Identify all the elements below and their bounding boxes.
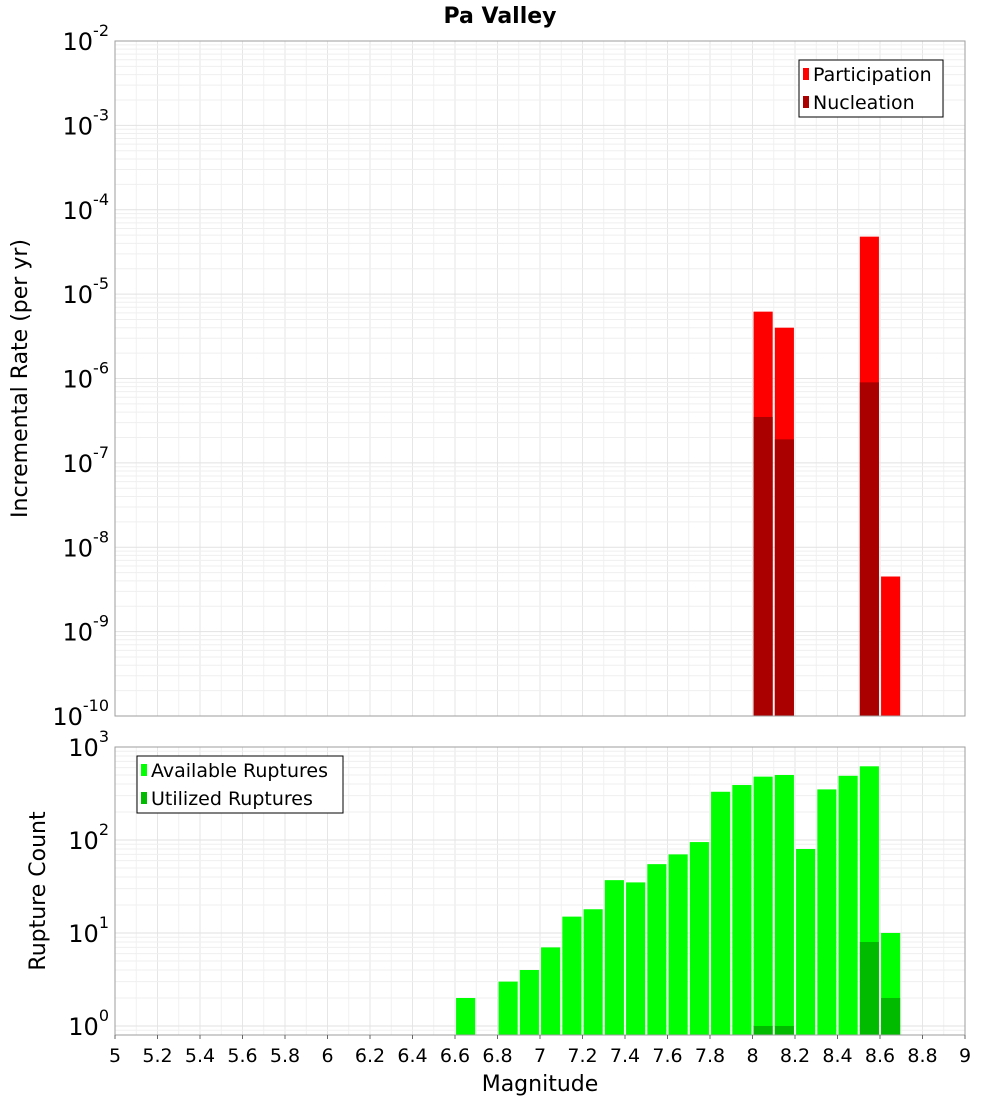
chart-title: Pa Valley — [443, 4, 556, 29]
bottom-y-axis-label: Rupture Count — [26, 811, 51, 971]
bottom-x-tick-label: 9 — [959, 1045, 971, 1067]
bottom-x-tick-label: 5 — [109, 1045, 121, 1067]
bottom-x-tick-label: 6.4 — [397, 1045, 427, 1067]
bottom-bar-utilized-ruptures — [753, 1025, 773, 1035]
bottom-bar-available-ruptures — [583, 909, 603, 1035]
bottom-x-tick-label: 7.4 — [610, 1045, 640, 1067]
top-legend-label: Nucleation — [813, 92, 915, 114]
bottom-bar-available-ruptures — [711, 791, 731, 1035]
bottom-bar-available-ruptures — [689, 842, 709, 1035]
bottom-legend-label: Available Ruptures — [151, 760, 328, 782]
bottom-x-tick-label: 8.2 — [780, 1045, 810, 1067]
bottom-legend-swatch — [141, 764, 147, 776]
top-y-tick-label: 10-7 — [63, 443, 110, 478]
bottom-x-tick-label: 5.2 — [142, 1045, 172, 1067]
top-bar-nucleation — [774, 439, 794, 716]
top-bar-nucleation — [859, 382, 879, 716]
bottom-bar-available-ruptures — [647, 864, 667, 1035]
bottom-y-tick-label: 102 — [68, 820, 109, 855]
bottom-bar-available-ruptures — [604, 880, 624, 1035]
top-series-2 — [753, 382, 879, 716]
bottom-bar-available-ruptures — [796, 849, 816, 1035]
bottom-bar-available-ruptures — [668, 854, 688, 1035]
bottom-x-tick-label: 5.6 — [227, 1045, 257, 1067]
top-y-axis-label: Incremental Rate (per yr) — [8, 239, 33, 518]
bottom-legend: Available Ruptures Utilized Ruptures — [136, 755, 344, 814]
top-legend: Participation Nucleation — [798, 59, 944, 118]
bottom-bar-available-ruptures — [753, 776, 773, 1035]
top-bar-participation — [881, 576, 901, 716]
top-y-tick-label: 10-9 — [63, 612, 110, 647]
bottom-bar-available-ruptures — [732, 785, 752, 1035]
top-bar-nucleation — [753, 416, 773, 716]
bottom-bar-available-ruptures — [562, 916, 582, 1035]
bottom-bar-available-ruptures — [456, 997, 476, 1035]
bottom-bar-available-ruptures — [498, 981, 518, 1035]
top-y-tick-label: 10-5 — [63, 274, 110, 309]
top-legend-swatch — [803, 96, 809, 108]
bottom-x-tick-label: 6.6 — [440, 1045, 470, 1067]
top-y-tick-label: 10-10 — [52, 696, 109, 731]
bottom-y-tick-label: 101 — [68, 913, 109, 948]
bottom-bar-available-ruptures — [541, 947, 561, 1035]
top-legend-box — [798, 59, 944, 118]
top-panel: 10-10 10-9 10-8 10-7 10-6 10-5 10-4 10-3 10-2 Inc… — [8, 21, 966, 731]
bottom-legend-box — [136, 755, 344, 814]
bottom-bar-utilized-ruptures — [774, 1025, 794, 1035]
bottom-x-tick-label: 7 — [534, 1045, 546, 1067]
top-legend-swatch — [803, 68, 809, 80]
bottom-bar-available-ruptures — [817, 789, 837, 1035]
bottom-y-tick-label: 100 — [68, 1006, 109, 1041]
top-plot-frame — [114, 40, 966, 717]
bottom-series-2 — [753, 942, 901, 1035]
bottom-x-tick-label: 6.8 — [482, 1045, 512, 1067]
bottom-x-tick-label: 7.2 — [567, 1045, 597, 1067]
bottom-y-tick-label: 103 — [68, 727, 109, 762]
top-y-tick-label: 10-6 — [63, 359, 110, 394]
bottom-legend-swatch — [141, 792, 147, 804]
bottom-bar-utilized-ruptures — [881, 997, 901, 1035]
bottom-legend-label: Utilized Ruptures — [151, 788, 313, 810]
top-y-tick-label: 10-8 — [63, 527, 110, 562]
bottom-x-tick-label: 5.8 — [270, 1045, 300, 1067]
top-y-tick-label: 10-4 — [63, 190, 110, 225]
bottom-bar-available-ruptures — [838, 775, 858, 1035]
bottom-x-tick-label: 6 — [321, 1045, 333, 1067]
bottom-bar-utilized-ruptures — [859, 942, 879, 1035]
bottom-series-1 — [456, 766, 901, 1035]
bottom-x-tick-label: 8.8 — [907, 1045, 937, 1067]
top-legend-label: Participation — [813, 64, 932, 86]
bottom-x-tick-label: 6.2 — [355, 1045, 385, 1067]
x-axis-label: Magnitude — [482, 1072, 599, 1097]
bottom-x-tick-label: 8 — [746, 1045, 758, 1067]
top-y-tick-label: 10-2 — [63, 21, 110, 56]
bottom-bar-available-ruptures — [774, 774, 794, 1035]
bottom-x-tick-label: 8.4 — [822, 1045, 852, 1067]
top-y-tick-label: 10-3 — [63, 105, 110, 140]
bottom-x-tick-label: 8.6 — [865, 1045, 895, 1067]
bottom-x-tick-label: 5.4 — [185, 1045, 215, 1067]
bottom-x-tick-label: 7.6 — [652, 1045, 682, 1067]
bottom-x-tick-label: 7.8 — [695, 1045, 725, 1067]
bottom-bar-available-ruptures — [519, 969, 539, 1035]
bottom-bar-available-ruptures — [626, 882, 646, 1035]
